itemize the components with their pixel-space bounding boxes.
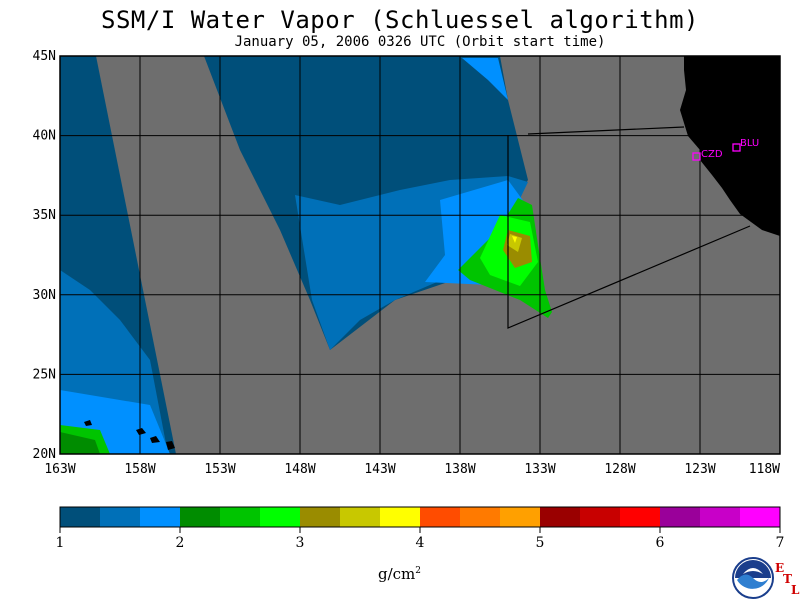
island-oahu — [136, 428, 146, 435]
colorbar-swatch — [420, 507, 461, 527]
latitude-label: 30N — [33, 288, 56, 303]
chart-subtitle: January 05, 2006 0326 UTC (Orbit start t… — [234, 34, 606, 50]
longitude-label: 153W — [204, 462, 235, 477]
longitude-label: 163W — [44, 462, 75, 477]
station-czd-marker — [692, 152, 701, 161]
longitude-labels: 163W 158W 153W 148W 143W 138W 133W 128W 123W 118W — [44, 462, 780, 477]
latitude-label: 20N — [33, 447, 56, 462]
longitude-label: 128W — [604, 462, 635, 477]
colorbar-tick-label: 5 — [536, 535, 545, 551]
map-frame — [59, 55, 781, 455]
colorbar-swatch — [60, 507, 101, 527]
sector-top-edge — [527, 126, 685, 135]
colorbar-swatch — [100, 507, 141, 527]
colorbar-swatch — [300, 507, 341, 527]
chart-title: SSM/I Water Vapor (Schluessel algorithm) — [101, 6, 699, 34]
colorbar-swatch — [140, 507, 181, 527]
colorbar-tick-label: 4 — [416, 535, 425, 551]
swath-central-edge — [462, 58, 508, 100]
station-blu-marker — [732, 143, 741, 152]
colorbar-tick-label: 7 — [776, 535, 785, 551]
longitude-label: 138W — [444, 462, 475, 477]
colorbar-swatch — [460, 507, 501, 527]
colorbar-tick-label: 2 — [176, 535, 185, 551]
island-kauai — [84, 420, 92, 426]
colorbar-swatch — [580, 507, 621, 527]
colorbar-swatch — [180, 507, 221, 527]
colorbar-swatch — [500, 507, 541, 527]
latitude-labels: 45N 40N 35N 30N 25N 20N — [33, 49, 56, 462]
latitude-label: 35N — [33, 208, 56, 223]
sector-outline — [507, 135, 751, 329]
longitude-label: 118W — [749, 462, 780, 477]
plume-peak — [512, 236, 517, 243]
island-hawaii — [166, 441, 175, 450]
latitude-label: 40N — [33, 129, 56, 144]
longitude-label: 143W — [364, 462, 395, 477]
colorbar-swatch — [700, 507, 741, 527]
colorbar-swatch — [540, 507, 581, 527]
colorbar-ticks: 1 2 3 4 5 6 7 — [56, 527, 785, 551]
station-czd-label: CZD — [701, 149, 723, 160]
map-field — [60, 56, 780, 454]
colorbar-swatch — [620, 507, 661, 527]
colorbar-swatch — [740, 507, 781, 527]
colorbar-units: g/cm2 — [378, 565, 422, 583]
latitude-label: 45N — [33, 49, 56, 64]
plume-yellow — [507, 234, 522, 252]
etl-letter-l: L — [791, 583, 800, 597]
noaa-logo — [732, 557, 774, 599]
colorbar — [60, 507, 781, 527]
colorbar-tick-label: 1 — [56, 535, 65, 551]
longitude-label: 158W — [124, 462, 155, 477]
longitude-label: 148W — [284, 462, 315, 477]
land-california — [680, 56, 780, 236]
colorbar-swatch — [660, 507, 701, 527]
etl-letter-e: E — [775, 561, 785, 575]
longitude-label: 123W — [684, 462, 715, 477]
colorbar-tick-label: 6 — [656, 535, 665, 551]
etl-letter-t: T — [783, 572, 792, 586]
longitude-label: 133W — [524, 462, 555, 477]
colorbar-swatch — [220, 507, 261, 527]
swath-west-darkgreen — [60, 432, 100, 454]
colorbar-swatch — [340, 507, 381, 527]
latitude-label: 25N — [33, 367, 56, 382]
colorbar-tick-label: 3 — [296, 535, 305, 551]
colorbar-swatch — [260, 507, 301, 527]
colorbar-swatch — [380, 507, 421, 527]
station-blu-label: BLU — [740, 138, 759, 149]
island-maui — [150, 436, 160, 443]
